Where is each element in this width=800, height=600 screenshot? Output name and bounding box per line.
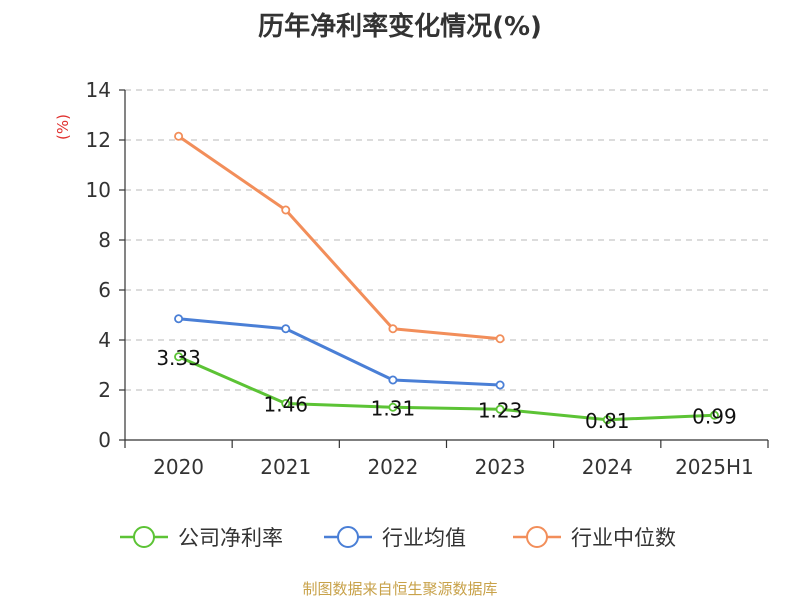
x-tick-label-2021: 2021 (260, 455, 311, 479)
point-0-2020 (174, 352, 184, 362)
x-tick-label-2022: 2022 (367, 455, 418, 479)
point-0-2025H1 (709, 410, 719, 420)
legend-label-1: 行业均值 (382, 526, 466, 550)
y-tick-label-8: 8 (98, 228, 111, 252)
data-label-2021: 1.46 (263, 393, 308, 417)
point-2-2023 (495, 334, 505, 344)
y-tick-label-14: 14 (86, 78, 111, 102)
data-label-2023: 1.23 (478, 398, 523, 422)
data-label-2024: 0.81 (585, 409, 630, 433)
y-tick-label-12: 12 (86, 128, 111, 152)
axes: 0 2 4 6 8 10 12 14 2020 2021 2022 2023 2024 2025H1 (86, 78, 769, 479)
data-label-2020: 3.33 (156, 346, 201, 370)
point-0-2024 (602, 415, 612, 425)
data-label-2022: 1.31 (371, 396, 416, 420)
x-tick-label-2020: 2020 (153, 455, 204, 479)
point-1-2022 (388, 375, 398, 385)
legend-label-0: 公司净利率 (178, 526, 283, 550)
y-tick-label-2: 2 (98, 378, 111, 402)
point-1-2023 (495, 380, 505, 390)
data-label-2025H1: 0.99 (692, 404, 737, 428)
series-line-1 (178, 317, 501, 387)
x-tick-label-2024: 2024 (582, 455, 633, 479)
series-2 (174, 131, 505, 344)
series-1 (174, 314, 505, 390)
chart-title: 历年净利率变化情况(%) (258, 12, 542, 42)
legend-label-2: 行业中位数 (571, 526, 676, 550)
y-tick-label-10: 10 (86, 178, 111, 202)
series-line-2 (177, 135, 501, 341)
point-2-2021 (281, 205, 291, 215)
legend[interactable]: 公司净利率 行业均值 行业中位数 (120, 526, 676, 550)
legend-marker-1 (337, 526, 359, 548)
grid-lines (125, 89, 768, 391)
point-2-2022 (388, 324, 398, 334)
x-tick-label-2023: 2023 (475, 455, 526, 479)
series-line-0 (177, 355, 715, 422)
point-1-2020 (174, 314, 184, 324)
y-axis-unit-label: (%) (54, 114, 72, 140)
legend-item-2[interactable]: 行业中位数 (513, 526, 676, 550)
legend-marker-2 (526, 526, 548, 548)
legend-item-0[interactable]: 公司净利率 (120, 526, 283, 550)
point-1-2021 (281, 324, 291, 334)
x-tick-label-2025H1: 2025H1 (675, 455, 754, 479)
point-2-2020 (174, 131, 184, 141)
source-note: 制图数据来自恒生聚源数据库 (302, 580, 498, 598)
point-0-2023 (495, 404, 505, 414)
series-0 (174, 352, 719, 425)
series (174, 131, 719, 425)
point-0-2021 (281, 398, 291, 408)
legend-marker-0 (133, 526, 155, 548)
y-tick-label-6: 6 (98, 278, 111, 302)
y-tick-label-0: 0 (98, 428, 111, 452)
data-labels: 3.33 1.46 1.31 1.23 0.81 0.99 (156, 346, 736, 433)
legend-item-1[interactable]: 行业均值 (324, 526, 466, 550)
y-tick-label-4: 4 (98, 328, 111, 352)
point-0-2022 (388, 402, 398, 412)
